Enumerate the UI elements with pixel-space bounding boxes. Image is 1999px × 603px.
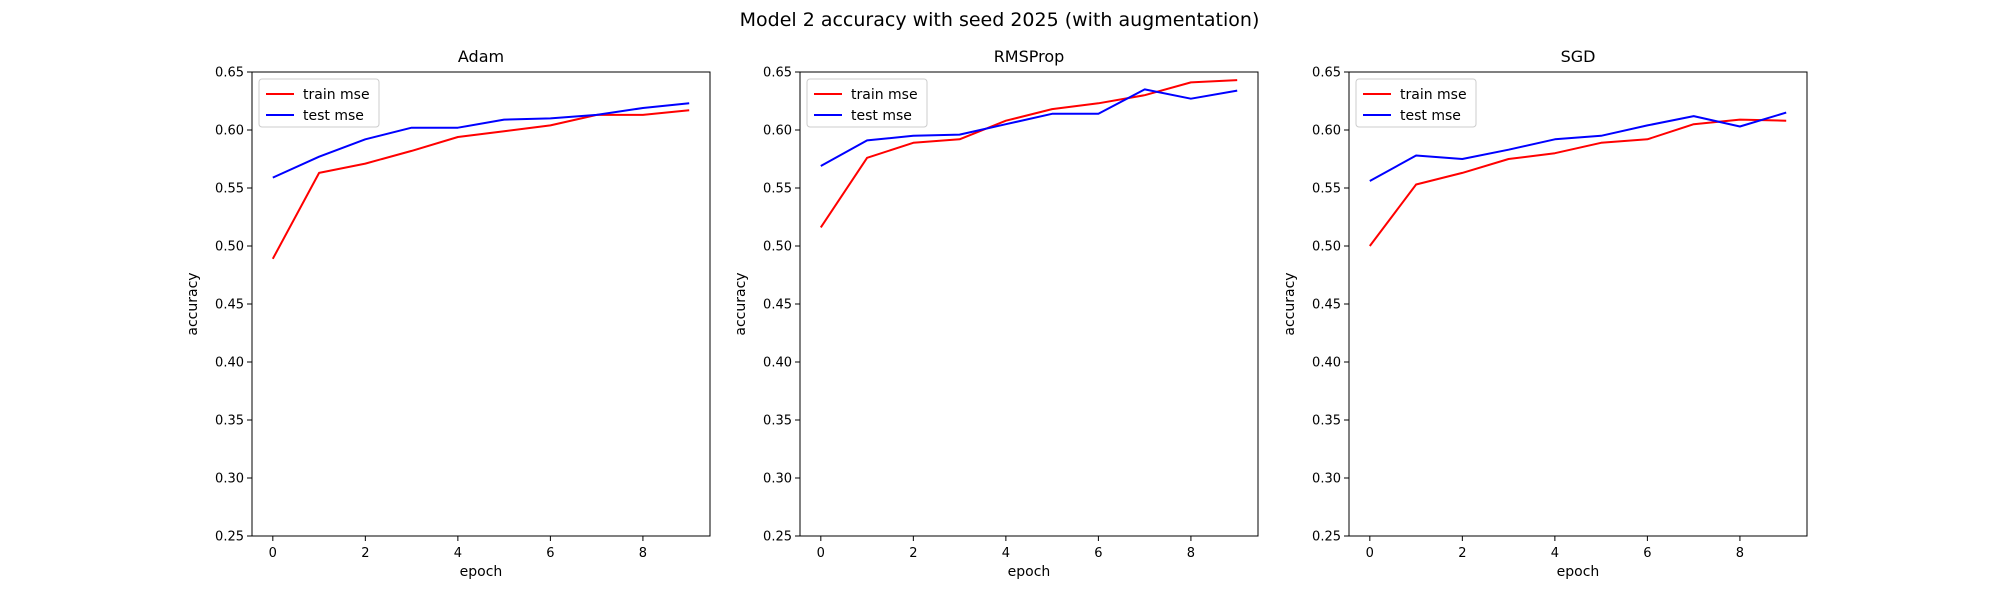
legend-label: test mse — [851, 108, 912, 124]
x-tick-label: 0 — [269, 546, 277, 561]
y-tick-label: 0.30 — [763, 472, 792, 487]
y-tick-label: 0.55 — [215, 182, 244, 197]
x-tick-label: 8 — [1187, 546, 1195, 561]
x-tick-label: 0 — [817, 546, 825, 561]
figure-title: Model 2 accuracy with seed 2025 (with au… — [740, 9, 1260, 31]
x-axis-label: epoch — [1557, 564, 1600, 580]
y-tick-label: 0.50 — [1312, 240, 1341, 255]
series-line-test — [820, 88, 1238, 167]
y-tick-label: 0.60 — [763, 124, 792, 139]
y-tick-label: 0.25 — [1312, 530, 1341, 545]
legend-label: test mse — [303, 108, 364, 124]
y-tick-label: 0.55 — [763, 182, 792, 197]
x-tick-label: 4 — [1551, 546, 1559, 561]
series-line-test — [272, 102, 690, 179]
y-tick-label: 0.30 — [215, 472, 244, 487]
series-line-train — [1369, 118, 1787, 247]
y-tick-label: 0.45 — [1312, 298, 1341, 313]
y-tick-label: 0.50 — [763, 240, 792, 255]
y-tick-label: 0.35 — [763, 414, 792, 429]
x-tick-label: 6 — [1094, 546, 1102, 561]
y-tick-label: 0.60 — [215, 124, 244, 139]
legend-label: train mse — [1400, 87, 1467, 103]
y-tick-label: 0.55 — [1312, 182, 1341, 197]
plot-frame — [1348, 71, 1808, 537]
x-tick-label: 2 — [361, 546, 369, 561]
y-tick-label: 0.65 — [763, 66, 792, 81]
series-line-train — [271, 109, 690, 260]
y-axis-label: accuracy — [1282, 272, 1298, 335]
subplot-title: RMSProp — [994, 47, 1065, 66]
x-tick-label: 2 — [909, 546, 917, 561]
y-tick-label: 0.40 — [763, 356, 792, 371]
series-line-test — [1369, 111, 1787, 182]
subplot-1: RMSProp 0.25 0.30 0.35 0.40 0.45 0.50 0.55 0.60 0… — [733, 47, 1259, 580]
x-tick-label: 6 — [546, 546, 554, 561]
x-tick-label: 2 — [1458, 546, 1466, 561]
y-tick-label: 0.60 — [1312, 124, 1341, 139]
x-tick-label: 6 — [1643, 546, 1651, 561]
subplot-title: SGD — [1561, 47, 1596, 66]
x-tick-label: 4 — [454, 546, 462, 561]
y-tick-label: 0.35 — [215, 414, 244, 429]
legend-label: train mse — [303, 87, 370, 103]
y-tick-label: 0.65 — [215, 66, 244, 81]
series-line-train — [819, 79, 1238, 228]
x-tick-label: 8 — [639, 546, 647, 561]
x-axis-label: epoch — [460, 564, 503, 580]
y-tick-label: 0.45 — [763, 298, 792, 313]
y-tick-label: 0.25 — [215, 530, 244, 545]
y-tick-label: 0.65 — [1312, 66, 1341, 81]
y-tick-label: 0.30 — [1312, 472, 1341, 487]
y-tick-label: 0.45 — [215, 298, 244, 313]
y-tick-label: 0.40 — [215, 356, 244, 371]
legend-label: test mse — [1400, 108, 1461, 124]
legend-label: train mse — [851, 87, 918, 103]
plot-frame — [251, 71, 711, 537]
y-tick-label: 0.25 — [763, 530, 792, 545]
y-axis-label: accuracy — [185, 272, 201, 335]
x-tick-label: 4 — [1002, 546, 1010, 561]
subplot-0: Adam 0.25 0.30 0.35 0.40 0.45 0.50 0.55 0.60 0.65… — [185, 47, 711, 580]
y-tick-label: 0.50 — [215, 240, 244, 255]
y-tick-label: 0.40 — [1312, 356, 1341, 371]
plot-frame — [799, 71, 1259, 537]
subplot-title: Adam — [458, 47, 504, 66]
x-tick-label: 0 — [1366, 546, 1374, 561]
y-tick-label: 0.35 — [1312, 414, 1341, 429]
subplot-2: SGD 0.25 0.30 0.35 0.40 0.45 0.50 0.55 0.60 0.65 0… — [1282, 47, 1808, 580]
x-tick-label: 8 — [1736, 546, 1744, 561]
x-axis-label: epoch — [1008, 564, 1051, 580]
y-axis-label: accuracy — [733, 272, 749, 335]
